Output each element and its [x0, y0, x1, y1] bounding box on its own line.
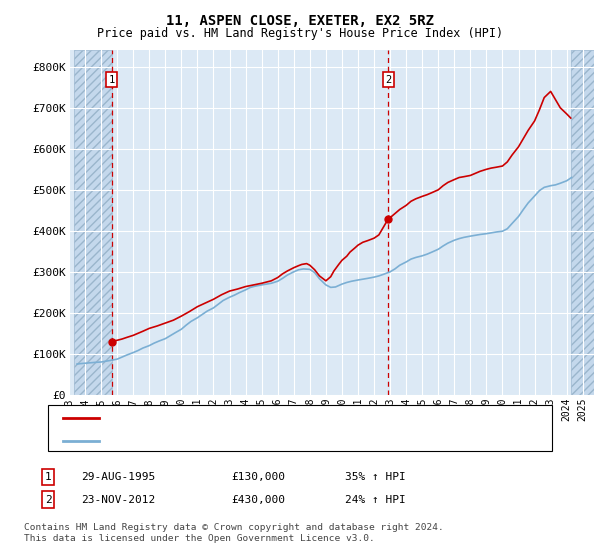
Text: Price paid vs. HM Land Registry's House Price Index (HPI): Price paid vs. HM Land Registry's House …: [97, 27, 503, 40]
Bar: [571, 50, 594, 395]
Bar: [571, 50, 594, 395]
Text: 29-AUG-1995: 29-AUG-1995: [81, 472, 155, 482]
Text: HPI: Average price, detached house, Exeter: HPI: Average price, detached house, Exet…: [108, 436, 371, 446]
Bar: [74, 50, 112, 395]
Text: 2: 2: [385, 74, 392, 85]
Text: 24% ↑ HPI: 24% ↑ HPI: [345, 494, 406, 505]
Text: Contains HM Land Registry data © Crown copyright and database right 2024.
This d: Contains HM Land Registry data © Crown c…: [24, 524, 444, 543]
Text: 1: 1: [109, 74, 115, 85]
Text: 2: 2: [44, 494, 52, 505]
Text: 1: 1: [44, 472, 52, 482]
Text: £130,000: £130,000: [231, 472, 285, 482]
Text: £430,000: £430,000: [231, 494, 285, 505]
Text: 11, ASPEN CLOSE, EXETER, EX2 5RZ: 11, ASPEN CLOSE, EXETER, EX2 5RZ: [166, 14, 434, 28]
Text: 23-NOV-2012: 23-NOV-2012: [81, 494, 155, 505]
Text: 35% ↑ HPI: 35% ↑ HPI: [345, 472, 406, 482]
Text: 11, ASPEN CLOSE, EXETER, EX2 5RZ (detached house): 11, ASPEN CLOSE, EXETER, EX2 5RZ (detach…: [108, 413, 414, 423]
Bar: [74, 50, 112, 395]
